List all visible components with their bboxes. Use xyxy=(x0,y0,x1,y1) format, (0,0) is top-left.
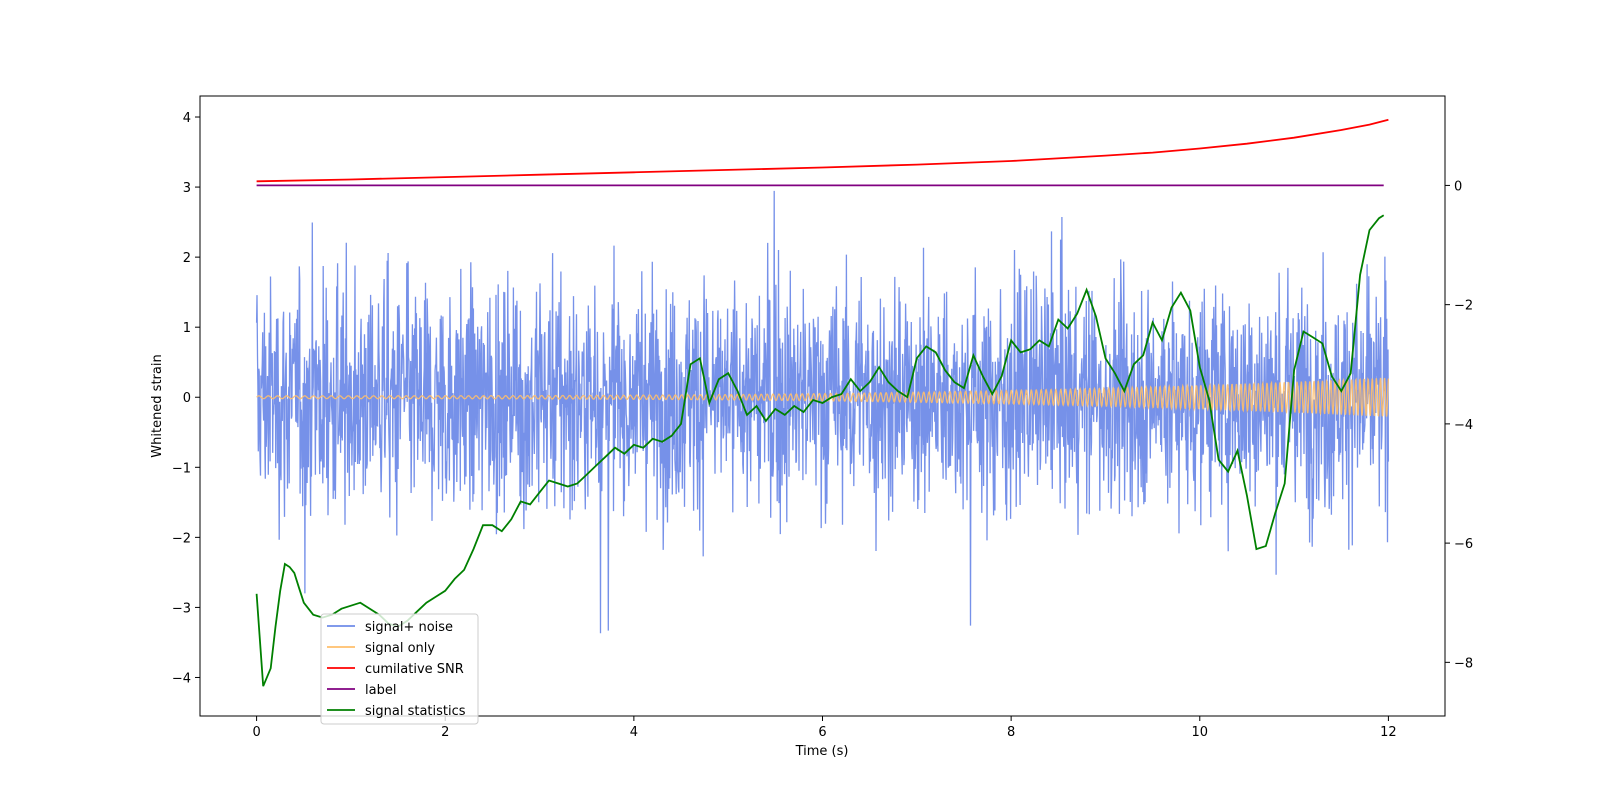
y-axis-right: −8 −6 −4 −2 0 xyxy=(1445,179,1473,671)
x-tick-label: 10 xyxy=(1191,725,1208,740)
legend-entry: signal only xyxy=(365,641,435,656)
x-axis-label: Time (s) xyxy=(795,744,849,759)
y-axis-left: −4 −3 −2 −1 0 1 2 3 4 xyxy=(172,111,200,686)
x-tick-label: 12 xyxy=(1380,725,1397,740)
legend: signal+ noise signal only cumilative SNR la… xyxy=(320,613,479,725)
y-tick-label: 1 xyxy=(183,321,191,336)
legend-entry: signal statistics xyxy=(365,704,466,719)
series-layer xyxy=(255,118,1390,687)
y-tick-label: −3 xyxy=(172,601,191,616)
legend-entry: signal+ noise xyxy=(365,620,453,635)
y2-tick-label: −8 xyxy=(1454,656,1473,671)
x-tick-label: 4 xyxy=(630,725,638,740)
y2-tick-label: −4 xyxy=(1454,418,1473,433)
y-tick-label: 2 xyxy=(183,251,191,266)
y-tick-label: 4 xyxy=(183,111,191,126)
x-axis: 0 2 4 6 8 10 12 xyxy=(252,716,1397,740)
y-tick-label: 3 xyxy=(183,181,191,196)
series-cumulative-snr xyxy=(256,118,1389,183)
x-tick-label: 2 xyxy=(441,725,449,740)
legend-box xyxy=(320,613,479,725)
y-tick-label: 0 xyxy=(183,391,191,406)
x-tick-label: 6 xyxy=(818,725,826,740)
y2-tick-label: −2 xyxy=(1454,299,1473,314)
legend-entry: label xyxy=(365,683,396,698)
series-signal-only xyxy=(256,377,1390,417)
series-signal-noise xyxy=(255,190,1390,634)
legend-entry: cumilative SNR xyxy=(365,662,464,677)
y-tick-label: −1 xyxy=(172,461,191,476)
y2-tick-label: −6 xyxy=(1454,537,1473,552)
y2-tick-label: 0 xyxy=(1454,179,1462,194)
x-tick-label: 0 xyxy=(252,725,260,740)
x-tick-label: 8 xyxy=(1007,725,1015,740)
y-tick-label: −2 xyxy=(172,531,191,546)
y-tick-label: −4 xyxy=(172,671,191,686)
y-axis-label: Whitened strain xyxy=(150,354,165,457)
